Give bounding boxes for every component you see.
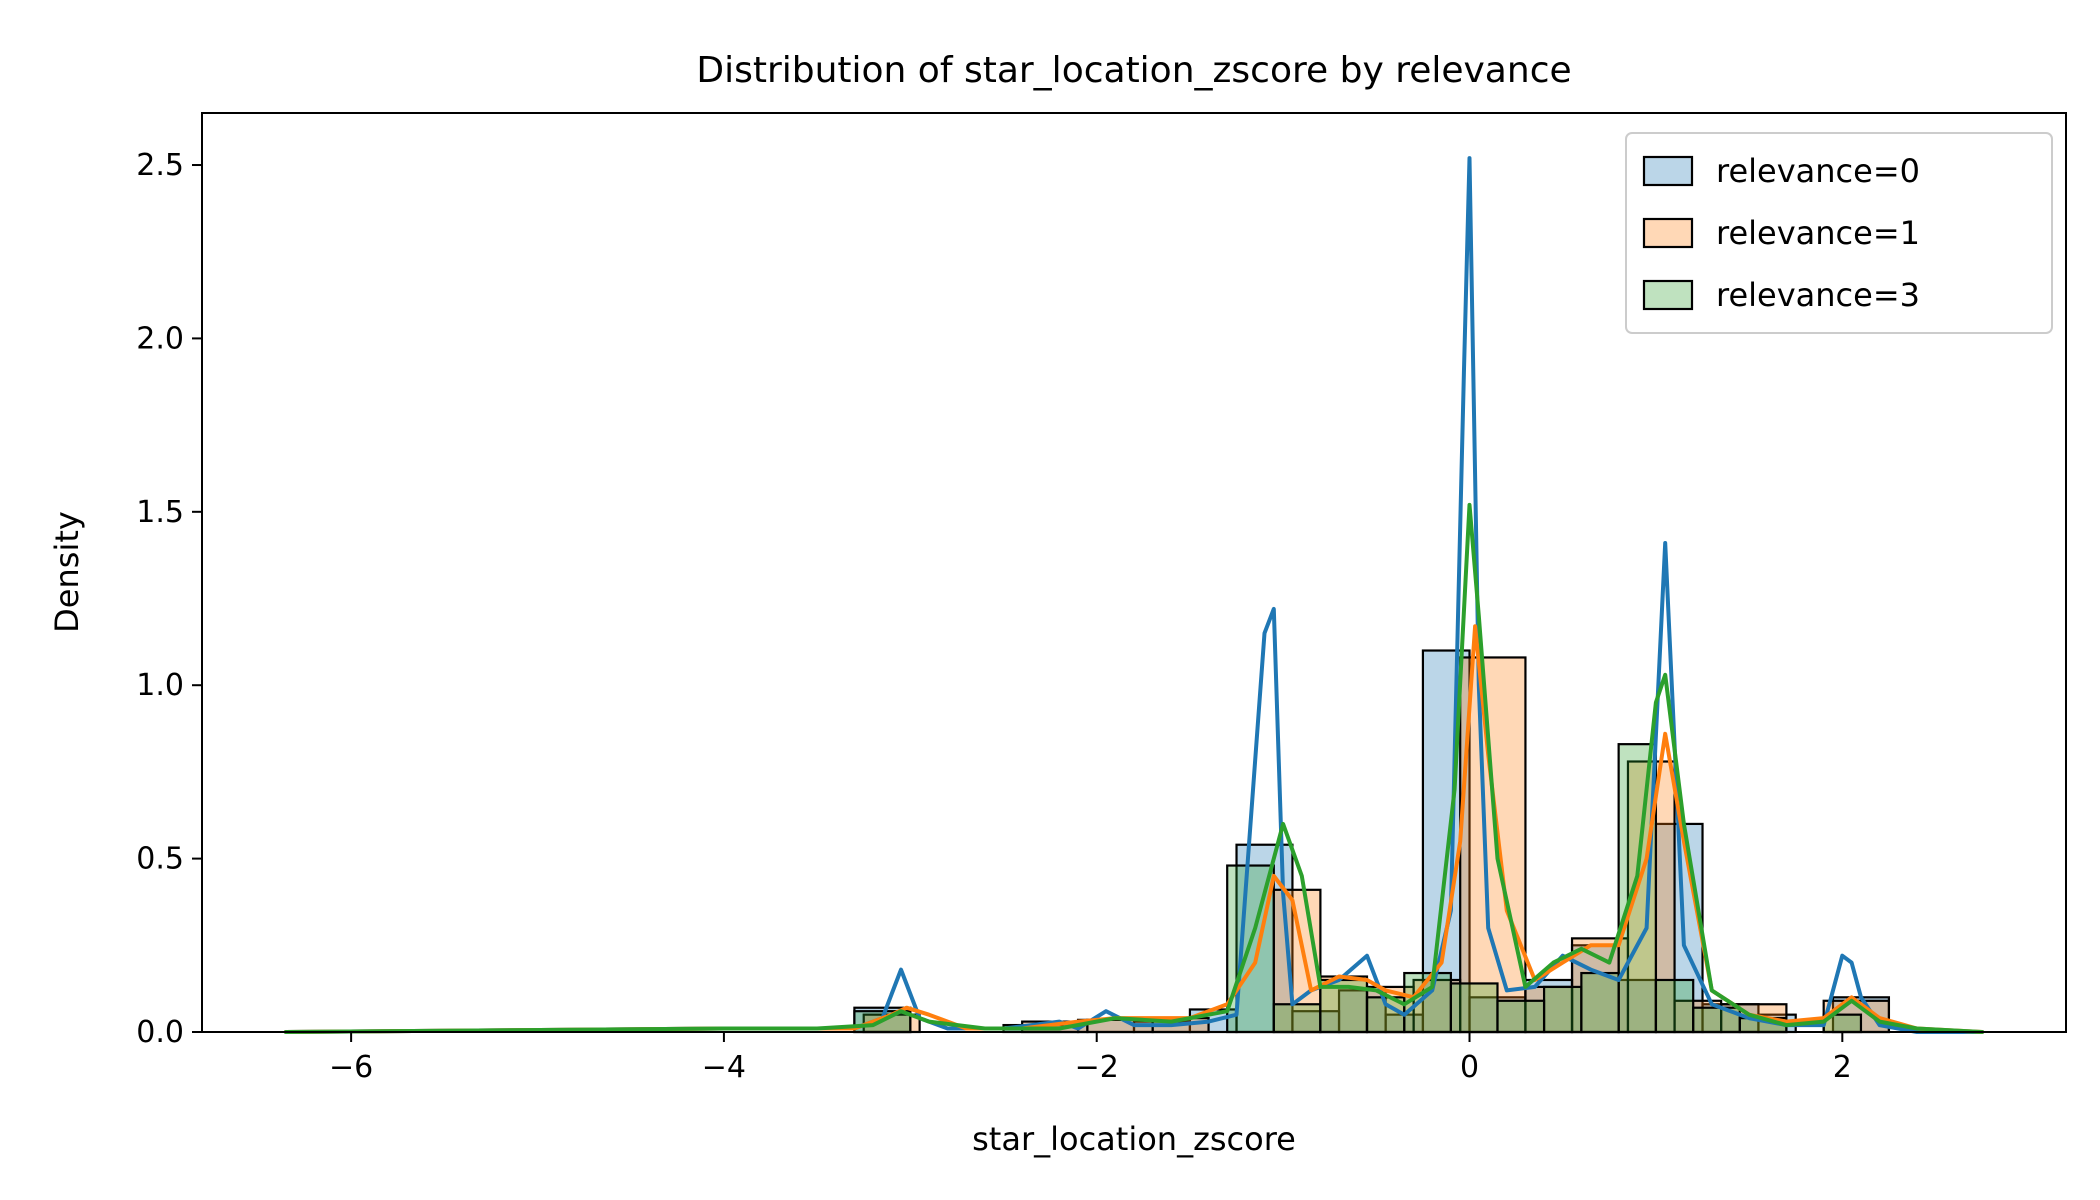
legend-label: relevance=1 — [1716, 214, 1920, 252]
y-tick-label: 2.0 — [136, 321, 184, 356]
x-axis-label: star_location_zscore — [972, 1120, 1296, 1158]
axes-frame — [201, 112, 2067, 1033]
y-axis-label: Density — [48, 511, 86, 633]
kde-layer — [283, 156, 1985, 1034]
y-tick-label: 1.5 — [136, 495, 184, 530]
legend-swatch — [1642, 217, 1694, 249]
legend-swatch — [1642, 155, 1694, 187]
legend-label: relevance=3 — [1716, 276, 1920, 314]
histogram-bar — [1272, 1003, 1322, 1034]
histogram-bar — [1654, 978, 1695, 1034]
y-tick-label: 0.0 — [136, 1015, 184, 1050]
x-tick-label: −6 — [329, 1050, 373, 1085]
y-tick-label: 0.5 — [136, 842, 184, 877]
legend: relevance=0 relevance=1 relevance=3 — [1625, 132, 2053, 334]
x-tick-label: −4 — [702, 1050, 746, 1085]
y-tick-label: 2.5 — [136, 148, 184, 183]
histogram-bar — [1496, 999, 1546, 1034]
histogram-bar — [1542, 985, 1583, 1034]
chart-title: Distribution of star_location_zscore by … — [696, 50, 1571, 91]
plot-area — [201, 112, 2067, 1034]
x-tick-label: −2 — [1075, 1050, 1119, 1085]
legend-label: relevance=0 — [1716, 152, 1920, 190]
y-axis: 0.0 0.5 1.0 1.5 2.0 2.5 — [136, 148, 202, 1050]
x-tick-label: 2 — [1833, 1050, 1852, 1085]
histogram-bar — [1580, 971, 1620, 1034]
x-axis: −6 −4 −2 0 2 — [329, 1032, 1852, 1085]
histogram-bar — [1459, 656, 1527, 1034]
x-tick-label: 0 — [1460, 1050, 1479, 1085]
legend-box — [1625, 132, 2053, 334]
kde-line — [283, 502, 1985, 1034]
legend-swatch — [1642, 279, 1694, 311]
y-tick-label: 1.0 — [136, 668, 184, 703]
histogram-bar — [1449, 982, 1499, 1034]
histogram-bar — [1524, 985, 1574, 1034]
